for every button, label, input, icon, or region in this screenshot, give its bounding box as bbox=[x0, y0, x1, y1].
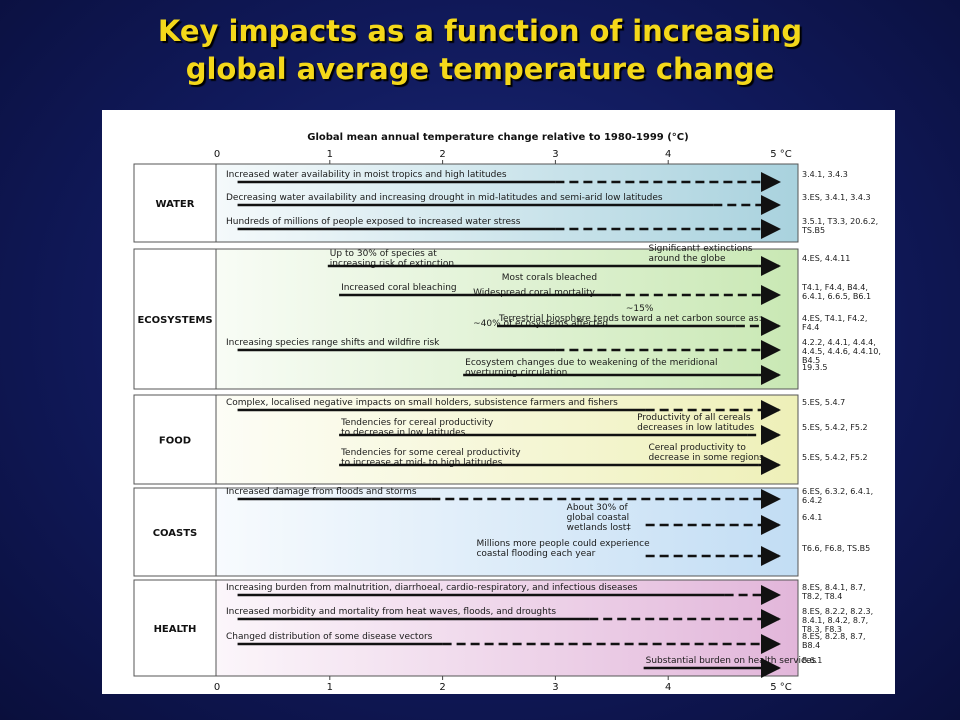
impact-label: coastal flooding each year bbox=[476, 549, 595, 559]
x-tick-bottom: 0 bbox=[214, 682, 220, 693]
impact-label: Complex, localised negative impacts on s… bbox=[226, 398, 618, 408]
x-tick-bottom: 2 bbox=[439, 682, 445, 693]
impact-label: Tendencies for cereal productivity bbox=[340, 418, 494, 428]
reference-text: 19.3.5 bbox=[802, 363, 827, 372]
reference-text: 3.4.1, 3.4.3 bbox=[802, 170, 848, 179]
reference-text: 8.ES, 8.4.1, 8.7, bbox=[802, 583, 866, 592]
impacts-figure: Global mean annual temperature change re… bbox=[102, 110, 895, 694]
impact-label-secondary: decrease in some regions bbox=[648, 453, 764, 463]
sector-box bbox=[133, 394, 799, 485]
sector-label: WATER bbox=[156, 199, 195, 210]
impact-label-secondary: ~15% bbox=[626, 304, 654, 314]
sector-label-box bbox=[133, 163, 217, 243]
reference-text: 6.4.2 bbox=[802, 496, 822, 505]
reference-text: 4.2.2, 4.4.1, 4.4.4, bbox=[802, 338, 876, 347]
sector-label: HEALTH bbox=[154, 624, 197, 635]
reference-text: T8.3, F8.3 bbox=[801, 625, 842, 634]
impact-label: to increase at mid- to high latitudes bbox=[341, 458, 503, 468]
sector-label-box bbox=[133, 394, 217, 485]
impact-label: Millions more people could experience bbox=[476, 539, 650, 549]
impact-label: Increased water availability in moist tr… bbox=[226, 170, 507, 180]
reference-text: B4.5 bbox=[802, 356, 820, 365]
slide-title-line-1: Key impacts as a function of increasing bbox=[157, 14, 803, 48]
x-tick-top: 0 bbox=[214, 149, 220, 160]
reference-text: 5.ES, 5.4.7 bbox=[802, 398, 845, 407]
impact-label: Substantial burden on health services bbox=[646, 656, 817, 666]
reference-text: 4.ES, T4.1, F4.2, bbox=[802, 314, 867, 323]
impact-label-secondary: Most corals bleached bbox=[502, 273, 597, 283]
x-tick-bottom: 4 bbox=[665, 682, 671, 693]
reference-text: T4.1, F4.4, B4.4, bbox=[801, 283, 868, 292]
sector-label-box bbox=[133, 579, 217, 677]
sector-label: COASTS bbox=[153, 528, 198, 539]
reference-text: T8.2, T8.4 bbox=[801, 592, 842, 601]
reference-text: 6.4.1, 6.6.5, B6.1 bbox=[802, 292, 871, 301]
sector-box bbox=[133, 248, 799, 390]
impact-label: Increased morbidity and mortality from h… bbox=[226, 607, 556, 617]
impact-label: overturning circulation bbox=[465, 368, 567, 378]
sector-box bbox=[133, 487, 799, 577]
x-tick-bottom: 3 bbox=[552, 682, 558, 693]
x-tick-top: 3 bbox=[552, 149, 558, 160]
reference-text: 6.ES, 6.3.2, 6.4.1, bbox=[802, 487, 873, 496]
impact-label: Increased coral bleaching bbox=[341, 283, 457, 293]
x-tick-top: 5 °C bbox=[770, 149, 792, 160]
impact-label: Ecosystem changes due to weakening of th… bbox=[465, 358, 717, 368]
reference-text: 4.ES, 4.4.11 bbox=[802, 254, 850, 263]
impact-label-tertiary: Widespread coral mortality bbox=[473, 288, 596, 298]
reference-text: 3.5.1, T3.3, 20.6.2, bbox=[802, 217, 878, 226]
slide-title: Key impacts as a function of increasing … bbox=[0, 12, 960, 88]
reference-text: 5.ES, 5.4.2, F5.2 bbox=[802, 423, 868, 432]
sector-label-box bbox=[133, 248, 217, 390]
axis-title: Global mean annual temperature change re… bbox=[307, 132, 688, 143]
reference-text: 8.ES, 8.2.8, 8.7, bbox=[802, 632, 866, 641]
x-tick-top: 2 bbox=[439, 149, 445, 160]
x-tick-top: 4 bbox=[665, 149, 671, 160]
impact-label: Changed distribution of some disease vec… bbox=[226, 632, 433, 642]
impact-label-secondary: Cereal productivity to bbox=[648, 443, 746, 453]
reference-text: 5.ES, 5.4.2, F5.2 bbox=[802, 453, 868, 462]
sector-label-box bbox=[133, 487, 217, 577]
impact-label-secondary: decreases in low latitudes bbox=[637, 423, 754, 433]
impacts-chart: Global mean annual temperature change re… bbox=[102, 110, 895, 694]
impact-label: Terrestrial biosphere tends toward a net… bbox=[498, 314, 762, 324]
impact-label-secondary: around the globe bbox=[648, 254, 726, 264]
impact-label: wetlands lost‡ bbox=[567, 523, 632, 533]
reference-text: 4.4.5, 4.4.6, 4.4.10, bbox=[802, 347, 881, 356]
impact-label: increasing risk of extinction bbox=[330, 259, 454, 269]
reference-text: F4.4 bbox=[802, 323, 819, 332]
reference-text: T6.6, F6.8, TS.B5 bbox=[801, 544, 870, 553]
sector-label: FOOD bbox=[159, 436, 191, 447]
impact-label: Increasing burden from malnutrition, dia… bbox=[226, 583, 638, 593]
reference-text: 8.4.1, 8.4.2, 8.7, bbox=[802, 616, 868, 625]
impact-label: About 30% of bbox=[567, 503, 629, 513]
impact-label: to decrease in low latitudes bbox=[341, 428, 466, 438]
reference-text: 8.6.1 bbox=[802, 656, 822, 665]
reference-text: 3.ES, 3.4.1, 3.4.3 bbox=[802, 193, 871, 202]
reference-text: 8.ES, 8.2.2, 8.2.3, bbox=[802, 607, 873, 616]
slide-title-line-2: global average temperature change bbox=[185, 52, 775, 86]
impact-label: Increased damage from floods and storms bbox=[226, 487, 417, 497]
impact-label-secondary: Significant† extinctions bbox=[648, 244, 752, 254]
impact-label: global coastal bbox=[567, 513, 630, 523]
impact-label: Increasing species range shifts and wild… bbox=[226, 338, 440, 348]
reference-text: 6.4.1 bbox=[802, 513, 822, 522]
reference-text: TS.B5 bbox=[801, 226, 825, 235]
sector-label: ECOSYSTEMS bbox=[137, 315, 212, 326]
impact-label: Decreasing water availability and increa… bbox=[226, 193, 663, 203]
impact-label: Hundreds of millions of people exposed t… bbox=[226, 217, 521, 227]
reference-text: B8.4 bbox=[802, 641, 820, 650]
impact-label-tertiary: ~40% of ecosystems affected bbox=[473, 319, 608, 329]
x-tick-bottom: 1 bbox=[327, 682, 333, 693]
x-tick-bottom: 5 °C bbox=[770, 682, 792, 693]
impact-label: Tendencies for some cereal productivity bbox=[340, 448, 521, 458]
impact-label-secondary: Productivity of all cereals bbox=[637, 413, 751, 423]
x-tick-top: 1 bbox=[327, 149, 333, 160]
impact-label: Up to 30% of species at bbox=[330, 249, 437, 259]
